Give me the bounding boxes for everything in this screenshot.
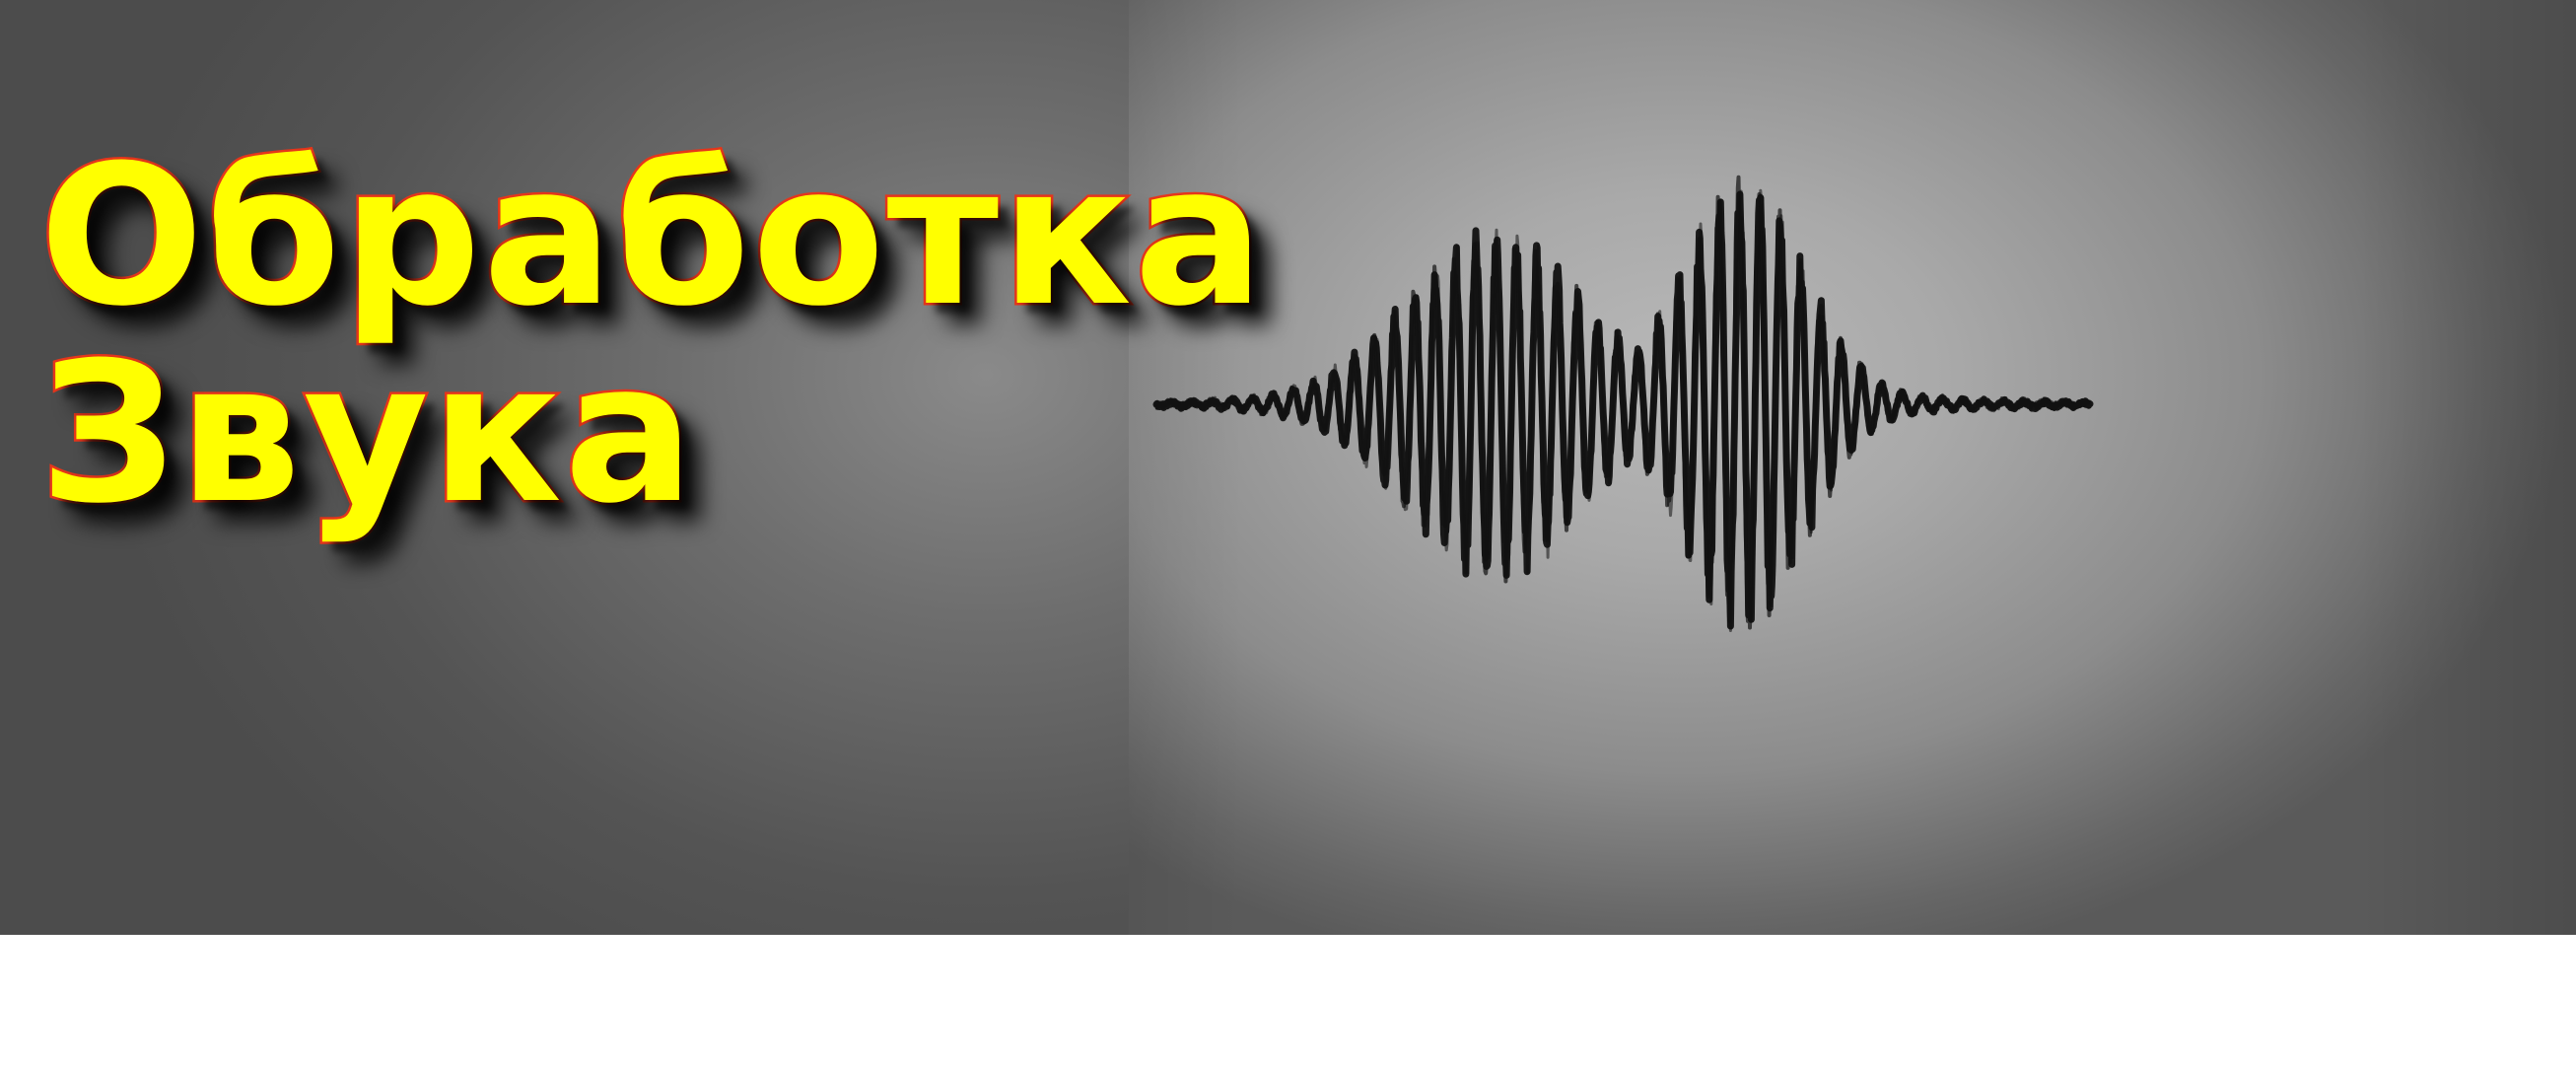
header-banner: Обработка Звука [0, 0, 2576, 935]
banner-title-line-2: Звука [36, 321, 697, 546]
page-bottom-blank [0, 935, 2576, 1065]
banner-background-right [1129, 0, 2576, 935]
banner-title-line-1: Обработка [36, 124, 1267, 349]
waveform-stroke [1154, 188, 2092, 632]
sound-waveform-icon [1152, 175, 2094, 632]
banner-background-left [0, 0, 1129, 935]
banner-title: Обработка Звука [36, 124, 1267, 546]
